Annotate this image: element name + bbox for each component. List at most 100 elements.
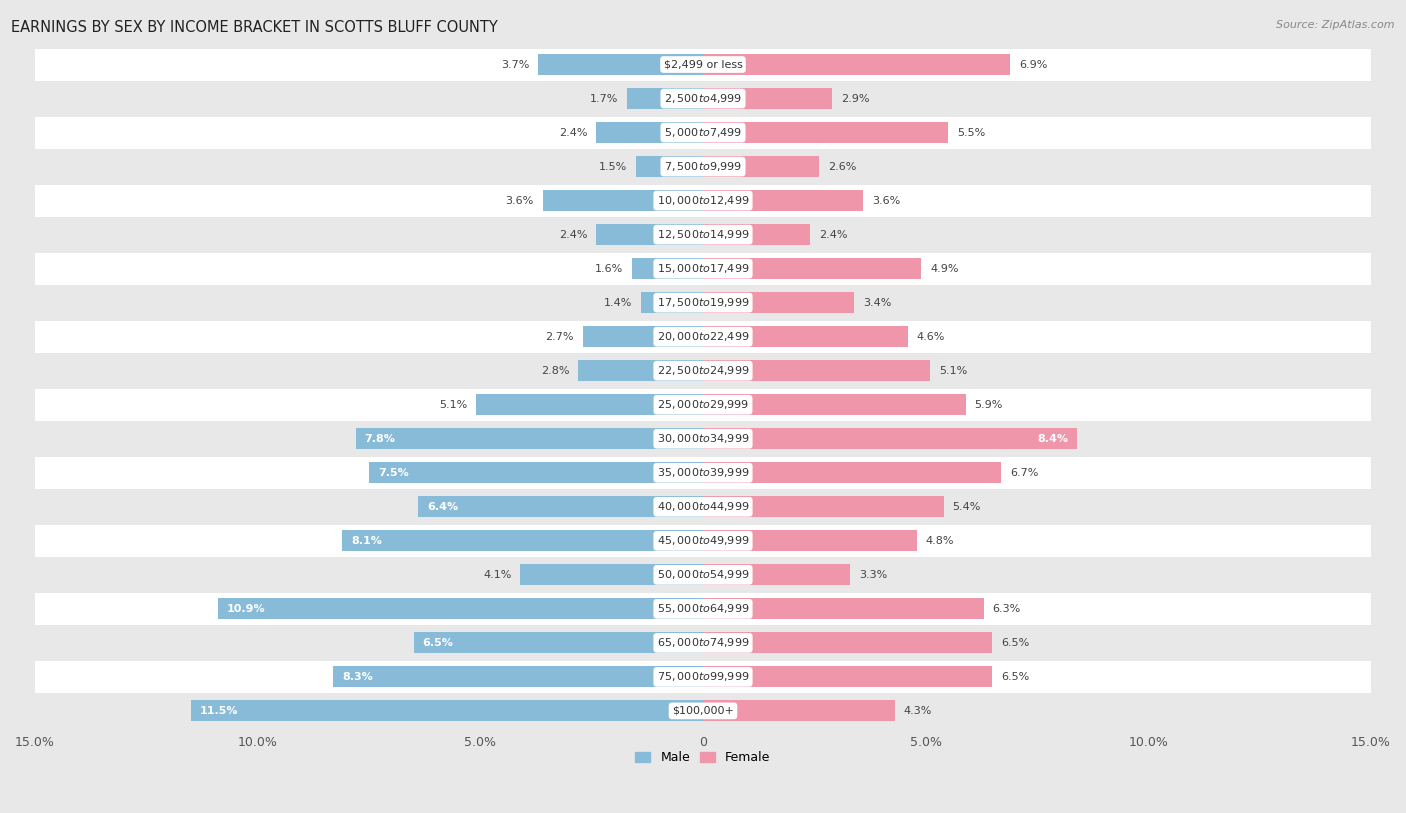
Bar bbox=[538, 54, 703, 75]
Text: 4.8%: 4.8% bbox=[925, 536, 955, 546]
Bar bbox=[520, 564, 703, 585]
Text: $2,500 to $4,999: $2,500 to $4,999 bbox=[664, 92, 742, 105]
Text: 1.6%: 1.6% bbox=[595, 263, 623, 274]
Text: $55,000 to $64,999: $55,000 to $64,999 bbox=[657, 602, 749, 615]
Text: $35,000 to $39,999: $35,000 to $39,999 bbox=[657, 467, 749, 479]
Bar bbox=[641, 292, 703, 313]
Text: $5,000 to $7,499: $5,000 to $7,499 bbox=[664, 126, 742, 139]
Bar bbox=[191, 700, 703, 721]
Bar bbox=[703, 156, 818, 177]
Bar bbox=[413, 633, 703, 654]
Text: 2.9%: 2.9% bbox=[841, 93, 869, 103]
Text: $25,000 to $29,999: $25,000 to $29,999 bbox=[657, 398, 749, 411]
Text: 10.9%: 10.9% bbox=[226, 604, 266, 614]
Text: $17,500 to $19,999: $17,500 to $19,999 bbox=[657, 296, 749, 309]
Bar bbox=[703, 258, 921, 279]
Bar bbox=[368, 463, 703, 483]
Bar bbox=[35, 115, 1371, 150]
Bar bbox=[35, 456, 1371, 489]
Text: 5.9%: 5.9% bbox=[974, 400, 1002, 410]
Text: $15,000 to $17,499: $15,000 to $17,499 bbox=[657, 262, 749, 275]
Text: $100,000+: $100,000+ bbox=[672, 706, 734, 716]
Legend: Male, Female: Male, Female bbox=[630, 746, 776, 769]
Bar bbox=[35, 320, 1371, 354]
Text: 6.3%: 6.3% bbox=[993, 604, 1021, 614]
Text: 2.4%: 2.4% bbox=[558, 128, 588, 137]
Bar bbox=[356, 428, 703, 450]
Bar bbox=[35, 184, 1371, 218]
Text: 6.9%: 6.9% bbox=[1019, 59, 1047, 70]
Text: Source: ZipAtlas.com: Source: ZipAtlas.com bbox=[1277, 20, 1395, 30]
Text: 5.5%: 5.5% bbox=[957, 128, 986, 137]
Text: 4.9%: 4.9% bbox=[931, 263, 959, 274]
Text: 7.8%: 7.8% bbox=[364, 434, 395, 444]
Text: 11.5%: 11.5% bbox=[200, 706, 238, 716]
Bar bbox=[703, 326, 908, 347]
Bar bbox=[703, 122, 948, 143]
Bar bbox=[35, 81, 1371, 115]
Bar bbox=[703, 633, 993, 654]
Bar bbox=[596, 122, 703, 143]
Text: 5.1%: 5.1% bbox=[439, 400, 467, 410]
Bar bbox=[703, 496, 943, 517]
Text: 7.5%: 7.5% bbox=[378, 467, 409, 478]
Text: 6.5%: 6.5% bbox=[1001, 672, 1029, 682]
Text: $30,000 to $34,999: $30,000 to $34,999 bbox=[657, 433, 749, 446]
Bar bbox=[35, 285, 1371, 320]
Text: 1.4%: 1.4% bbox=[603, 298, 631, 307]
Bar bbox=[703, 54, 1011, 75]
Text: $40,000 to $44,999: $40,000 to $44,999 bbox=[657, 500, 749, 513]
Bar bbox=[35, 354, 1371, 388]
Text: 6.5%: 6.5% bbox=[1001, 638, 1029, 648]
Text: $22,500 to $24,999: $22,500 to $24,999 bbox=[657, 364, 749, 377]
Bar bbox=[631, 258, 703, 279]
Text: 6.5%: 6.5% bbox=[422, 638, 453, 648]
Text: 3.7%: 3.7% bbox=[501, 59, 529, 70]
Text: 5.1%: 5.1% bbox=[939, 366, 967, 376]
Text: $45,000 to $49,999: $45,000 to $49,999 bbox=[657, 534, 749, 547]
Text: 2.4%: 2.4% bbox=[558, 229, 588, 240]
Text: 4.3%: 4.3% bbox=[904, 706, 932, 716]
Text: $10,000 to $12,499: $10,000 to $12,499 bbox=[657, 194, 749, 207]
Bar bbox=[35, 218, 1371, 252]
Text: 8.4%: 8.4% bbox=[1038, 434, 1069, 444]
Bar bbox=[543, 190, 703, 211]
Bar bbox=[703, 667, 993, 688]
Text: 1.5%: 1.5% bbox=[599, 162, 627, 172]
Bar bbox=[35, 150, 1371, 184]
Bar bbox=[703, 598, 984, 620]
Bar bbox=[703, 564, 851, 585]
Bar bbox=[35, 252, 1371, 285]
Text: 8.1%: 8.1% bbox=[352, 536, 382, 546]
Text: 6.7%: 6.7% bbox=[1011, 467, 1039, 478]
Text: 3.4%: 3.4% bbox=[863, 298, 891, 307]
Bar bbox=[218, 598, 703, 620]
Bar bbox=[578, 360, 703, 381]
Bar bbox=[703, 463, 1001, 483]
Bar bbox=[35, 626, 1371, 660]
Bar bbox=[703, 530, 917, 551]
Text: $12,500 to $14,999: $12,500 to $14,999 bbox=[657, 228, 749, 241]
Bar bbox=[596, 224, 703, 246]
Text: $50,000 to $54,999: $50,000 to $54,999 bbox=[657, 568, 749, 581]
Text: $2,499 or less: $2,499 or less bbox=[664, 59, 742, 70]
Bar bbox=[35, 592, 1371, 626]
Text: 5.4%: 5.4% bbox=[952, 502, 981, 511]
Text: $7,500 to $9,999: $7,500 to $9,999 bbox=[664, 160, 742, 173]
Bar bbox=[475, 394, 703, 415]
Text: 2.7%: 2.7% bbox=[546, 332, 574, 341]
Text: 3.6%: 3.6% bbox=[506, 196, 534, 206]
Text: 2.4%: 2.4% bbox=[818, 229, 848, 240]
Bar bbox=[703, 394, 966, 415]
Bar bbox=[35, 558, 1371, 592]
Text: $20,000 to $22,499: $20,000 to $22,499 bbox=[657, 330, 749, 343]
Bar bbox=[35, 388, 1371, 422]
Text: 4.6%: 4.6% bbox=[917, 332, 945, 341]
Bar bbox=[342, 530, 703, 551]
Bar bbox=[703, 224, 810, 246]
Bar bbox=[703, 190, 863, 211]
Bar bbox=[35, 693, 1371, 728]
Text: 8.3%: 8.3% bbox=[342, 672, 373, 682]
Text: 3.6%: 3.6% bbox=[872, 196, 900, 206]
Bar bbox=[35, 660, 1371, 693]
